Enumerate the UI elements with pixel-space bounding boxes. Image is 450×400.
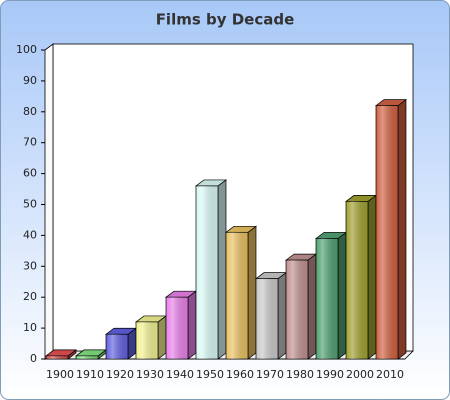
y-tick-label: 20 [23,290,37,303]
bar [44,349,78,360]
x-tick-label: 1930 [136,368,164,381]
bar [134,315,168,360]
y-tick-label: 0 [30,352,37,365]
bar [224,225,258,360]
x-tick-label: 1950 [196,368,224,381]
bar-shine [196,185,218,359]
bar-side [247,225,257,360]
bar [374,98,408,360]
bar [344,194,378,360]
bar-shine [136,321,158,359]
bar-shine [286,260,308,359]
y-tick-label: 70 [23,136,37,149]
y-tick-label: 100 [16,43,37,56]
bar-side [397,98,407,360]
bar-side [217,179,227,360]
chart-title: Films by Decade [156,11,295,29]
x-tick-label: 1940 [166,368,194,381]
bar-shine [166,297,188,359]
x-tick-label: 1920 [106,368,134,381]
bar-side [367,194,377,360]
bar-side [187,290,197,360]
bar-side [277,271,287,360]
bar [104,327,138,360]
bar-shine [346,201,368,359]
side-wall [44,43,54,360]
x-tick-label: 1970 [256,368,284,381]
bar [194,179,228,360]
bar-side [337,231,347,360]
x-tick-label: 1980 [286,368,314,381]
bar-shine [76,355,98,359]
y-tick-label: 30 [23,259,37,272]
bar-shine [46,355,68,359]
y-tick-label: 60 [23,167,37,180]
bar-shine [256,278,278,359]
y-tick-label: 50 [23,198,37,211]
bar-side [157,315,167,360]
bar-side [307,253,317,360]
bar [284,253,318,360]
y-tick-label: 10 [23,321,37,334]
bar-shine [226,232,248,359]
x-tick-label: 1960 [226,368,254,381]
bar-shine [376,105,398,360]
y-tick-label: 40 [23,228,37,241]
bar [254,271,288,360]
bar [164,290,198,360]
y-tick-label: 90 [23,74,37,87]
x-tick-label: 2010 [376,368,404,381]
bar-shine [106,334,128,359]
x-tick-label: 1900 [46,368,74,381]
bar-shine [316,238,338,359]
x-tick-label: 1910 [76,368,104,381]
bar [314,231,348,360]
y-tick-label: 80 [23,105,37,118]
x-tick-label: 1990 [316,368,344,381]
x-tick-label: 2000 [346,368,374,381]
